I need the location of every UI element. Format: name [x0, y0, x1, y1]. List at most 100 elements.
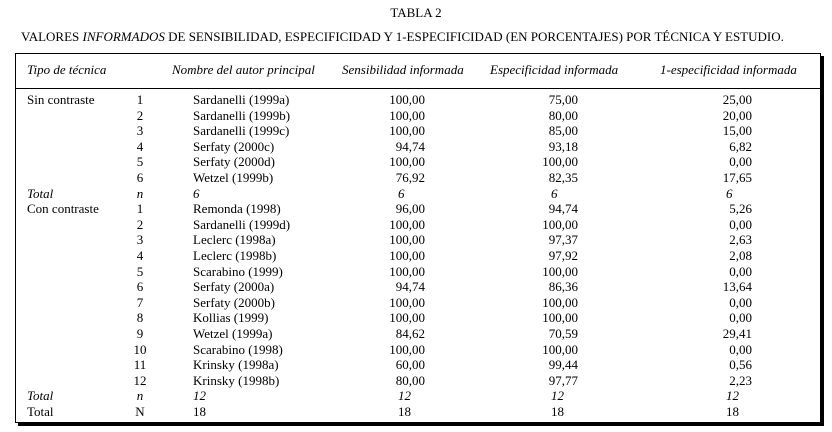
specificity-value: 100,00	[542, 154, 578, 169]
row-number: 2	[136, 108, 144, 123]
author-name: Serfaty (2000d)	[193, 154, 275, 169]
one-minus-specificity-value: 29,41	[722, 326, 752, 341]
row-number: 12	[133, 373, 147, 388]
total-cell: N	[135, 404, 145, 419]
column-header: Tipo de técnica	[27, 62, 107, 77]
one-minus-specificity-value: 17,65	[722, 170, 752, 185]
total-cell: 18	[551, 404, 564, 419]
row-number: 10	[133, 342, 147, 357]
author-name: Sardanelli (1999c)	[193, 123, 290, 138]
sensitivity-value: 100,00	[389, 217, 425, 232]
sensitivity-value: 80,00	[395, 373, 425, 388]
author-name: Wetzel (1999a)	[193, 326, 273, 341]
author-name: Sardanelli (1999b)	[193, 108, 291, 123]
specificity-value: 86,36	[548, 279, 578, 294]
author-name: Wetzel (1999b)	[193, 170, 274, 185]
specificity-value: 100,00	[542, 295, 578, 310]
caption-suffix: DE SENSIBILIDAD, ESPECIFICIDAD Y 1-ESPEC…	[164, 29, 784, 44]
specificity-value: 100,00	[542, 342, 578, 357]
specificity-value: 93,18	[548, 139, 578, 154]
total-cell: 12	[398, 388, 411, 403]
author-name: Leclerc (1998a)	[193, 232, 276, 247]
row-number: 4	[136, 248, 144, 263]
author-name: Scarabino (1998)	[193, 342, 283, 357]
caption-italic: INFORMADOS	[82, 29, 165, 44]
total-cell: n	[136, 186, 144, 201]
sensitivity-value: 96,00	[395, 201, 425, 216]
one-minus-specificity-value: 5,26	[729, 201, 752, 216]
total-cell: 6	[398, 186, 405, 201]
one-minus-specificity-value: 6,82	[729, 139, 752, 154]
total-cell: 18	[193, 404, 206, 419]
sensitivity-value: 100,00	[389, 154, 425, 169]
row-number: 1	[136, 201, 144, 216]
total-cell: 12	[193, 388, 206, 403]
row-number: 9	[136, 326, 144, 341]
sensitivity-value: 76,92	[395, 170, 425, 185]
specificity-value: 85,00	[548, 123, 578, 138]
sensitivity-value: 100,00	[389, 248, 425, 263]
sensitivity-value: 100,00	[389, 232, 425, 247]
author-name: Serfaty (2000c)	[193, 139, 275, 154]
author-name: Remonda (1998)	[193, 201, 281, 216]
sensitivity-value: 100,00	[389, 295, 425, 310]
row-number: 5	[136, 264, 144, 279]
author-name: Kollias (1999)	[193, 310, 269, 325]
specificity-value: 99,44	[548, 357, 578, 372]
row-number: 3	[136, 123, 144, 138]
one-minus-specificity-value: 0,00	[729, 264, 752, 279]
specificity-value: 97,37	[548, 232, 578, 247]
specificity-value: 100,00	[542, 217, 578, 232]
one-minus-specificity-value: 2,23	[729, 373, 752, 388]
row-number: 4	[136, 139, 144, 154]
one-minus-specificity-value: 15,00	[722, 123, 752, 138]
one-minus-specificity-value: 20,00	[722, 108, 752, 123]
author-name: Scarabino (1999)	[193, 264, 283, 279]
author-name: Serfaty (2000a)	[193, 279, 275, 294]
total-cell: 18	[726, 404, 739, 419]
total-cell: 6	[726, 186, 733, 201]
one-minus-specificity-value: 0,56	[729, 357, 752, 372]
total-cell: 12	[726, 388, 739, 403]
specificity-value: 94,74	[548, 201, 578, 216]
one-minus-specificity-value: 0,00	[729, 342, 752, 357]
column-header: Especificidad informada	[490, 62, 619, 77]
total-cell: 18	[398, 404, 411, 419]
specificity-value: 82,35	[548, 170, 578, 185]
table-frame	[15, 53, 821, 423]
specificity-value: 70,59	[548, 326, 578, 341]
specificity-value: 100,00	[542, 310, 578, 325]
row-number: 7	[136, 295, 144, 310]
one-minus-specificity-value: 0,00	[729, 154, 752, 169]
row-number: 6	[136, 279, 144, 294]
specificity-value: 75,00	[548, 92, 578, 107]
total-cell: Total	[27, 404, 54, 419]
total-cell: Total	[27, 388, 54, 403]
total-cell: n	[136, 388, 144, 403]
header-divider	[15, 88, 820, 89]
author-name: Serfaty (2000b)	[193, 295, 275, 310]
caption-prefix: VALORES	[21, 29, 83, 44]
sensitivity-value: 94,74	[395, 279, 425, 294]
sensitivity-value: 100,00	[389, 310, 425, 325]
row-number: 8	[136, 310, 144, 325]
group-label: Sin contraste	[27, 92, 95, 107]
sensitivity-value: 100,00	[389, 342, 425, 357]
sensitivity-value: 100,00	[389, 92, 425, 107]
total-cell: 6	[193, 186, 200, 201]
row-number: 6	[136, 170, 144, 185]
group-label: Con contraste	[27, 201, 99, 216]
sensitivity-value: 60,00	[395, 357, 425, 372]
total-cell: 12	[551, 388, 564, 403]
one-minus-specificity-value: 0,00	[729, 310, 752, 325]
row-number: 2	[136, 217, 144, 232]
sensitivity-value: 84,62	[395, 326, 425, 341]
sensitivity-value: 100,00	[389, 108, 425, 123]
specificity-value: 80,00	[548, 108, 578, 123]
one-minus-specificity-value: 25,00	[722, 92, 752, 107]
author-name: Sardanelli (1999d)	[193, 217, 291, 232]
author-name: Leclerc (1998b)	[193, 248, 277, 263]
one-minus-specificity-value: 2,08	[729, 248, 752, 263]
specificity-value: 100,00	[542, 264, 578, 279]
row-number: 3	[136, 232, 144, 247]
